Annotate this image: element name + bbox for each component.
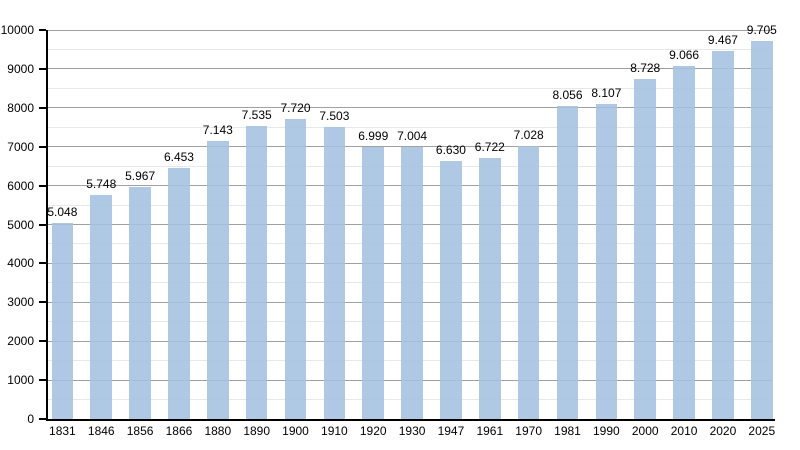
y-axis-tick-label: 0: [27, 412, 34, 426]
y-axis-tick: [39, 106, 46, 109]
x-axis-tick-label: 1947: [437, 424, 465, 438]
bar: [556, 105, 579, 419]
gridline-minor: [48, 126, 772, 128]
x-axis-tick-label: 1990: [593, 424, 620, 438]
bar: [517, 145, 540, 419]
bar-value-label: 5.748: [86, 177, 117, 192]
bar-value-label: 9.705: [746, 23, 777, 38]
bar-value-label: 6.630: [435, 143, 466, 158]
x-axis-tick-label: 2025: [748, 424, 776, 438]
bar: [362, 146, 385, 419]
gridline-minor: [48, 87, 772, 89]
y-axis-tick-label: 5000: [7, 217, 34, 232]
x-axis-tick-label: 2010: [670, 424, 698, 438]
x-axis-tick-label: 1910: [321, 424, 348, 438]
bar-value-label: 9.066: [669, 48, 700, 63]
y-axis-tick: [39, 301, 46, 304]
y-axis-tick: [39, 67, 46, 70]
bar-value-label: 8.107: [591, 85, 622, 100]
y-axis-tick: [39, 340, 46, 343]
x-axis-tick-label: 2000: [631, 424, 659, 438]
y-axis-tick: [39, 223, 46, 226]
bar-value-label: 5.048: [47, 204, 78, 219]
bar-value-label: 6.999: [358, 128, 389, 143]
bar-value-label: 7.720: [280, 100, 311, 115]
x-axis-tick-label: 1866: [165, 424, 193, 438]
bar: [207, 141, 229, 419]
y-axis-tick: [39, 29, 46, 31]
y-axis-tick-label: 8000: [7, 100, 34, 115]
bar: [673, 66, 695, 419]
y-axis-tick-label: 7000: [7, 139, 34, 154]
bar: [479, 157, 501, 419]
x-axis-tick-label: 1890: [243, 424, 271, 438]
x-axis-tick-label: 1846: [87, 424, 115, 438]
y-axis-tick-label: 2000: [7, 334, 34, 349]
gridline-major: [48, 107, 772, 109]
bar-value-label: 7.143: [202, 123, 233, 138]
bar: [712, 50, 734, 419]
bar: [245, 125, 268, 419]
x-axis-tick-label: 1961: [476, 424, 504, 438]
x-axis-tick-label: 1831: [49, 424, 76, 438]
bar-value-label: 8.728: [630, 61, 661, 76]
bar-value-label: 9.467: [707, 32, 738, 47]
gridline-major: [48, 68, 772, 70]
gridline-minor: [48, 48, 772, 50]
bar-value-label: 6.453: [163, 149, 194, 164]
x-axis-tick-label: 1930: [398, 424, 426, 438]
bar-value-label: 7.028: [513, 127, 544, 142]
bar-value-label: 7.503: [319, 109, 350, 124]
bar: [595, 103, 618, 419]
bar-value-label: 7.535: [241, 107, 272, 122]
bar: [168, 167, 190, 419]
bar: [634, 79, 657, 419]
y-axis-tick: [39, 184, 46, 187]
x-axis-tick-label: 1981: [554, 424, 581, 438]
bar: [440, 161, 462, 419]
gridline-major: [48, 29, 772, 31]
y-axis-line: [46, 30, 48, 421]
x-axis-tick-label: 1900: [282, 424, 309, 438]
y-axis-tick: [39, 418, 46, 420]
y-axis-tick: [39, 145, 46, 148]
y-axis-tick-label: 9000: [7, 61, 34, 76]
x-axis-tick-label: 2020: [709, 424, 737, 438]
x-axis-tick-label: 1970: [515, 424, 542, 438]
bar-value-label: 5.967: [125, 168, 156, 183]
bar: [750, 41, 773, 419]
bar: [51, 222, 74, 419]
bar-value-label: 8.056: [552, 87, 583, 102]
bar-value-label: 6.722: [474, 139, 505, 154]
y-axis-tick-label: 10000: [0, 23, 34, 37]
y-axis-tick-label: 6000: [7, 178, 34, 193]
bar: [284, 118, 307, 419]
x-axis-tick-label: 1920: [359, 424, 387, 438]
x-axis-tick-label: 1856: [126, 424, 154, 438]
y-axis-tick: [39, 262, 46, 265]
y-axis-tick: [39, 379, 46, 382]
bar: [401, 146, 423, 419]
y-axis-tick-label: 3000: [7, 295, 34, 310]
y-axis-tick-label: 1000: [7, 373, 34, 388]
bar: [129, 186, 151, 419]
bar: [323, 127, 346, 419]
bar-value-label: 7.004: [397, 128, 428, 143]
x-axis-line: [46, 419, 775, 421]
x-axis-tick-label: 1880: [204, 424, 232, 438]
bar: [90, 195, 113, 419]
y-axis-tick-label: 4000: [7, 256, 34, 271]
